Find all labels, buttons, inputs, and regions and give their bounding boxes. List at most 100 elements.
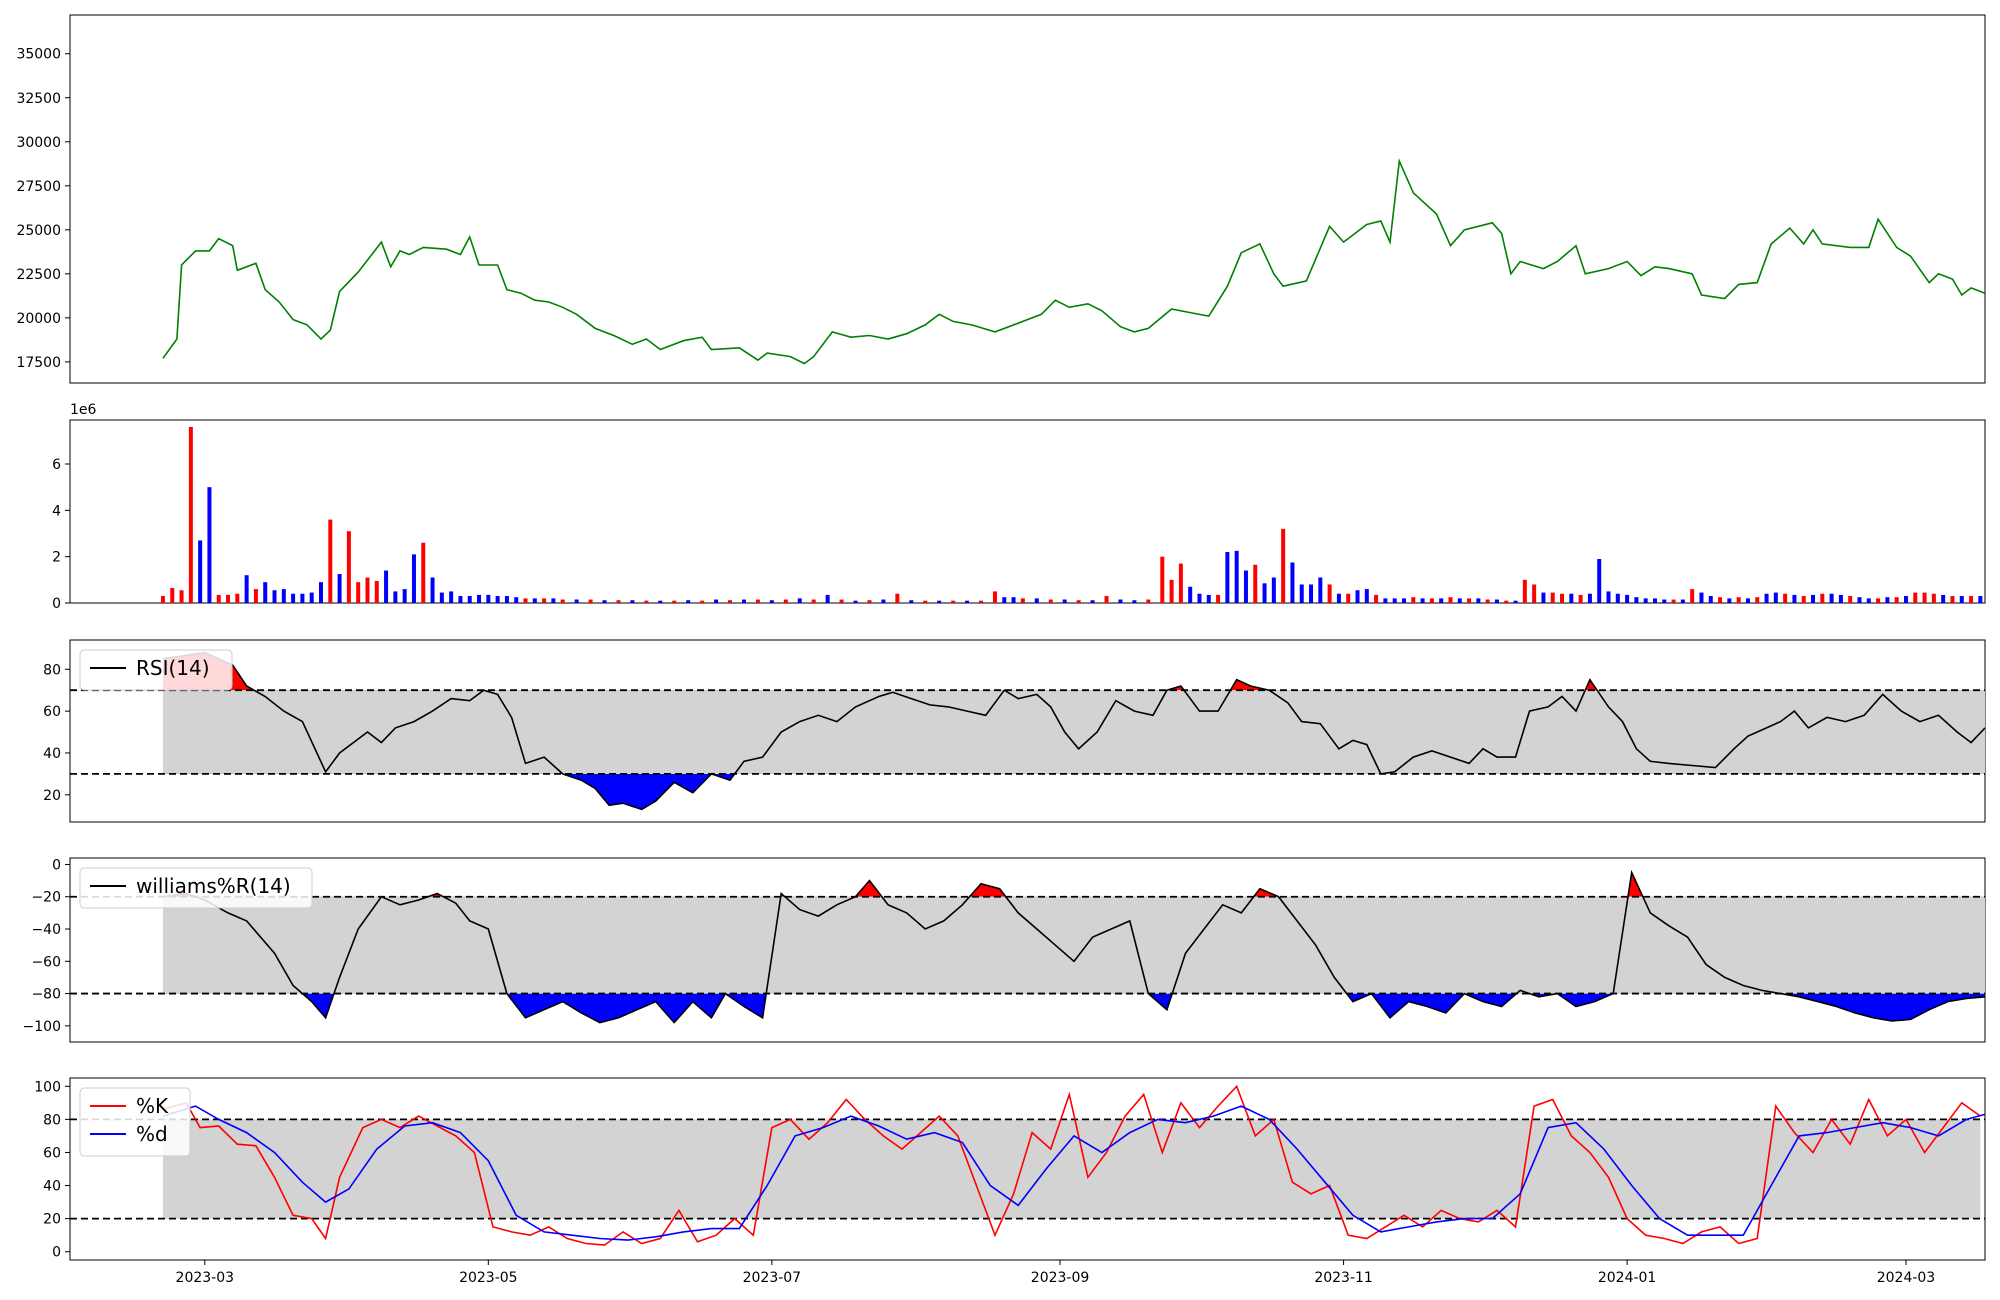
volume-bar <box>951 600 956 603</box>
volume-bar <box>1048 599 1053 603</box>
legend-label: williams%R(14) <box>136 874 291 898</box>
price-axes-frame <box>69 14 1986 384</box>
volume-bar <box>430 577 435 603</box>
volume-bar <box>909 600 914 603</box>
volume-bar <box>923 600 928 603</box>
volume-bar <box>1727 598 1732 603</box>
volume-bar <box>1076 600 1081 603</box>
y-tick-label: 40 <box>43 1179 61 1195</box>
volume-bar <box>1104 596 1109 603</box>
neutral-band <box>162 1119 1981 1219</box>
volume-bar <box>402 589 407 603</box>
y-tick-label: −40 <box>31 922 61 938</box>
volume-bar <box>467 596 472 603</box>
volume-bar <box>1448 597 1453 603</box>
volume-bar <box>318 582 323 603</box>
volume-bar <box>1309 584 1314 603</box>
volume-bar <box>1820 593 1825 603</box>
volume-bar <box>1578 594 1583 603</box>
volume-bar <box>365 577 370 603</box>
x-tick-label: 2023-09 <box>1031 1270 1090 1286</box>
volume-bar <box>198 540 203 603</box>
volume-bar <box>1680 599 1685 603</box>
y-tick-label: 60 <box>43 704 61 720</box>
volume-bar <box>253 589 258 603</box>
volume-bar <box>226 594 231 603</box>
volume-bar <box>207 487 212 603</box>
volume-bar <box>1792 594 1797 603</box>
volume-bar <box>1783 593 1788 603</box>
y-tick-label: 25000 <box>16 223 61 239</box>
y-tick-label: 20000 <box>16 311 61 327</box>
volume-bar <box>523 598 528 603</box>
y-tick-label: 27500 <box>16 179 61 195</box>
volume-bar <box>514 597 519 603</box>
volume-bar <box>560 599 565 603</box>
volume-bar <box>1652 598 1657 603</box>
y-tick-label: 32500 <box>16 91 61 107</box>
volume-bar <box>1011 597 1016 603</box>
volume-bar <box>1532 584 1537 603</box>
volume-bar <box>965 600 970 603</box>
volume-bar <box>542 598 547 603</box>
volume-bar <box>1903 596 1908 603</box>
volume-bar <box>384 570 389 603</box>
volume-bar <box>346 531 351 603</box>
williams-legend: williams%R(14) <box>79 867 313 909</box>
volume-bar <box>937 600 942 603</box>
volume-bar <box>1429 598 1434 603</box>
volume-bar <box>179 590 184 603</box>
y-tick-label: −60 <box>31 954 61 970</box>
volume-bar <box>281 589 286 603</box>
volume-bar <box>486 594 491 603</box>
volume-bar <box>700 600 705 603</box>
volume-bar <box>1494 599 1499 603</box>
volume-bar <box>1392 598 1397 603</box>
volume-bar <box>551 598 556 603</box>
y-tick-label: 35000 <box>16 47 61 63</box>
volume-bar <box>272 590 277 603</box>
volume-bar <box>1467 598 1472 603</box>
legend-label: RSI(14) <box>136 656 210 680</box>
stochastic-axes-frame <box>69 1077 1986 1261</box>
x-tick-label: 2024-03 <box>1877 1270 1936 1286</box>
volume-bar <box>1718 597 1723 603</box>
volume-bar <box>309 592 314 603</box>
volume-bar <box>1857 597 1862 603</box>
volume-bar <box>235 593 240 603</box>
volume-bar <box>393 591 398 603</box>
y-tick-label: 0 <box>52 1245 61 1261</box>
volume-bar <box>291 593 296 603</box>
volume-bar <box>1364 589 1369 603</box>
volume-bar <box>1671 599 1676 603</box>
volume-bar <box>1560 593 1565 603</box>
volume-bar <box>1606 591 1611 603</box>
volume-bar <box>1569 593 1574 603</box>
volume-bar <box>160 596 165 603</box>
legend-box <box>79 1087 191 1157</box>
volume-bar <box>1336 593 1341 603</box>
volume-bar <box>216 594 221 603</box>
volume-bar <box>1216 594 1221 603</box>
volume-bar <box>1801 596 1806 603</box>
volume-bar <box>783 599 788 603</box>
volume-bar <box>1132 600 1137 603</box>
volume-bar <box>263 582 268 603</box>
volume-bar <box>1374 594 1379 603</box>
volume-bar <box>449 591 454 603</box>
volume-bar <box>895 593 900 603</box>
volume-bar <box>630 600 635 603</box>
volume-bar <box>853 600 858 603</box>
volume-bar <box>811 599 816 603</box>
volume-bar <box>686 600 691 603</box>
volume-bar <box>1736 597 1741 603</box>
x-tick-label: 2024-01 <box>1598 1270 1657 1286</box>
y-tick-label: 6 <box>52 457 61 473</box>
volume-bar <box>1318 577 1323 603</box>
volume-bar <box>1978 596 1983 603</box>
volume-bar <box>1299 584 1304 603</box>
volume-bar <box>979 600 984 603</box>
y-tick-label: 40 <box>43 746 61 762</box>
volume-bar <box>1755 597 1760 603</box>
